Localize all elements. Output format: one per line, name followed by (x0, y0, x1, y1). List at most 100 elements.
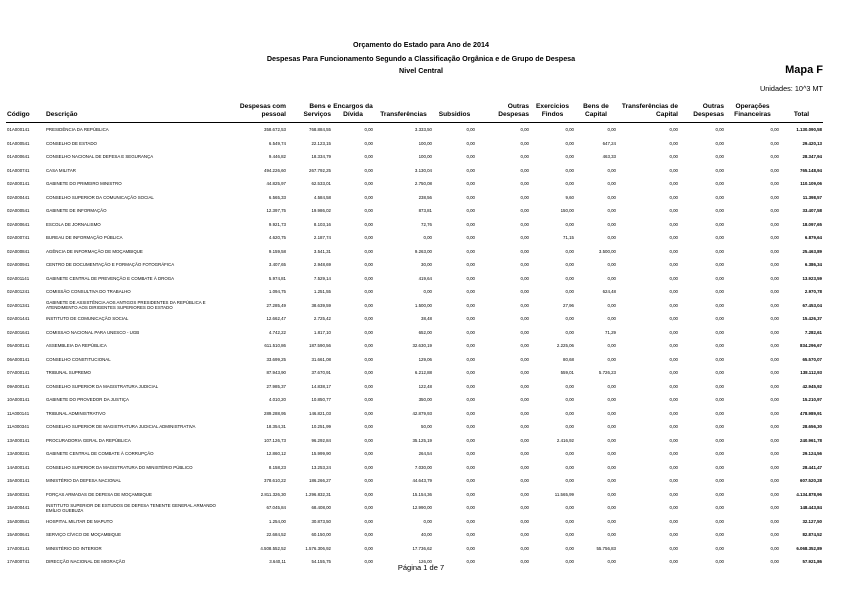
cell-bens-servicos: 19.986,02 (311, 208, 331, 214)
cell-total: 42.945,92 (802, 383, 822, 389)
cell-descricao: BUREAU DE INFORMAÇÃO PÚBLICA (46, 235, 123, 241)
table-row: 02A000141 GABINETE DO PRIMEIRO MINISTRO 44… (6, 177, 823, 191)
cell-operacoes-financeiras: 0,00 (770, 302, 779, 308)
cell-codigo: 17A000141 (7, 545, 30, 551)
cell-bens-capital: 0,00 (607, 343, 616, 349)
cell-transferencias: 100,00 (418, 140, 432, 146)
cell-despesas-pessoal: 12.397,75 (266, 208, 286, 214)
cell-total: 65.570,07 (802, 356, 822, 362)
cell-codigo: 02A001241 (7, 289, 30, 295)
cell-transferencias: 72,76 (421, 221, 432, 227)
cell-descricao: GABINETE DO PRIMEIRO MINISTRO (46, 181, 122, 187)
cell-operacoes-financeiras: 0,00 (770, 221, 779, 227)
cell-codigo: 01A000541 (7, 140, 30, 146)
cell-transferencias: 122,48 (418, 383, 432, 389)
cell-subsidios: 0,00 (466, 275, 475, 281)
cell-encargos-divida: 0,00 (364, 424, 373, 430)
cell-transferencias-capital: 0,00 (669, 302, 678, 308)
cell-outras-despesas-2: 0,00 (715, 370, 724, 376)
cell-outras-despesas: 0,00 (520, 518, 529, 524)
cell-total: 2.970,78 (804, 289, 822, 295)
cell-total: 15.426,37 (802, 316, 822, 322)
cell-outras-despesas-2: 0,00 (715, 410, 724, 416)
cell-exercicios-findos: 2.416,92 (556, 437, 574, 443)
cell-total: 7.282,61 (804, 329, 822, 335)
page-number: Página 1 de 7 (397, 563, 445, 572)
col-header-descricao: Descrição (45, 97, 233, 123)
cell-bens-servicos: 96.292,84 (311, 437, 331, 443)
cell-outras-despesas: 0,00 (520, 275, 529, 281)
cell-descricao: INSTITUTO SUPERIOR DE ESTUDOS DE DEFESA … (46, 502, 216, 513)
cell-subsidios: 0,00 (466, 451, 475, 457)
cell-bens-capital: 0,00 (607, 316, 616, 322)
cell-codigo: 15A000441 (7, 505, 30, 511)
cell-transferencias-capital: 0,00 (669, 127, 678, 133)
cell-operacoes-financeiras: 0,00 (770, 383, 779, 389)
cell-encargos-divida: 0,00 (364, 518, 373, 524)
cell-bens-servicos: 2.948,69 (313, 262, 331, 268)
cell-encargos-divida: 0,00 (364, 370, 373, 376)
cell-transferencias-capital: 0,00 (669, 329, 678, 335)
table-row: 05A000141 ASSEMBLEIA DA REPÚBLICA 611.510,… (6, 339, 823, 353)
cell-bens-capital: 0,00 (607, 559, 616, 565)
cell-exercicios-findos: 9,60 (565, 194, 574, 200)
cell-encargos-divida: 0,00 (364, 235, 373, 241)
cell-descricao: ASSEMBLEIA DA REPÚBLICA (46, 343, 107, 349)
cell-bens-servicos: 31.661,08 (311, 356, 331, 362)
cell-encargos-divida: 0,00 (364, 451, 373, 457)
cell-bens-servicos: 13.253,24 (311, 464, 331, 470)
cell-transferencias: 44.643,79 (412, 478, 432, 484)
cell-encargos-divida: 0,00 (364, 127, 373, 133)
cell-descricao: INSTITUTO DE COMUNICAÇÃO SOCIAL (46, 316, 129, 322)
cell-outras-despesas: 0,00 (520, 383, 529, 389)
cell-operacoes-financeiras: 0,00 (770, 518, 779, 524)
table-row: 15A000141 MINISTÉRIO DA DEFESA NACIONAL 37… (6, 474, 823, 488)
table-row: 02A001441 INSTITUTO DE COMUNICAÇÃO SOCIAL… (6, 312, 823, 326)
cell-operacoes-financeiras: 0,00 (770, 491, 779, 497)
cell-encargos-divida: 0,00 (364, 505, 373, 511)
cell-outras-despesas: 0,00 (520, 478, 529, 484)
cell-encargos-divida: 0,00 (364, 154, 373, 160)
cell-transferencias: 50,00 (421, 424, 432, 430)
cell-operacoes-financeiras: 0,00 (770, 532, 779, 538)
document-title: Orçamento do Estado para Ano de 2014 (353, 40, 489, 49)
cell-subsidios: 0,00 (466, 208, 475, 214)
cell-transferencias-capital: 0,00 (669, 532, 678, 538)
table-row: 10A000141 GABINETE DO PROVEDOR DA JUSTIÇA… (6, 393, 823, 407)
table-row: 02A001641 COMISSAO NACIONAL PARA UNESCO -… (6, 326, 823, 340)
cell-exercicios-findos: 0,00 (565, 127, 574, 133)
cell-despesas-pessoal: 107.126,73 (264, 437, 286, 443)
cell-subsidios: 0,00 (466, 410, 475, 416)
cell-descricao: TRIBUNAL SUPREMO (46, 370, 91, 376)
cell-outras-despesas: 0,00 (520, 437, 529, 443)
cell-codigo: 07A000141 (7, 370, 30, 376)
cell-descricao: CONSELHO SUPERIOR DA MAGISTRATURA DO MIN… (46, 464, 193, 470)
table-row: 02A000941 CENTRO DE DOCUMENTAÇÃO E FORMAÇ… (6, 258, 823, 272)
cell-transferencias-capital: 0,00 (669, 262, 678, 268)
table-body: 01A000141 PRESIDÊNCIA DA REPÚBLICA 358.672… (6, 123, 823, 569)
cell-subsidios: 0,00 (466, 491, 475, 497)
cell-outras-despesas-2: 0,00 (715, 437, 724, 443)
cell-transferencias-capital: 0,00 (669, 383, 678, 389)
cell-outras-despesas-2: 0,00 (715, 329, 724, 335)
cell-exercicios-findos: 0,00 (565, 154, 574, 160)
cell-despesas-pessoal: 1.094,75 (268, 289, 286, 295)
table-row: 02A001341 GABINETE DE ASSISTÊNCIA AOS ANT… (6, 299, 823, 313)
cell-codigo: 15A000141 (7, 478, 30, 484)
cell-descricao: DIRECÇÃO NACIONAL DE MIGRAÇÃO (46, 559, 126, 565)
table-row: 15A000641 SERVIÇO CÍVICO DE MOÇAMBIQUE 22.… (6, 528, 823, 542)
cell-operacoes-financeiras: 0,00 (770, 127, 779, 133)
cell-transferencias: 264,54 (418, 451, 432, 457)
cell-outras-despesas: 0,00 (520, 451, 529, 457)
cell-outras-despesas: 0,00 (520, 410, 529, 416)
cell-outras-despesas-2: 0,00 (715, 559, 724, 565)
cell-bens-capital: 0,00 (607, 262, 616, 268)
cell-transferencias-capital: 0,00 (669, 491, 678, 497)
cell-exercicios-findos: 0,00 (565, 410, 574, 416)
cell-bens-servicos: 7.529,14 (313, 275, 331, 281)
cell-codigo: 02A000941 (7, 262, 30, 268)
cell-despesas-pessoal: 611.510,86 (264, 343, 286, 349)
cell-outras-despesas-2: 0,00 (715, 235, 724, 241)
cell-despesas-pessoal: 87.943,90 (266, 370, 286, 376)
cell-despesas-pessoal: 358.672,53 (264, 127, 286, 133)
